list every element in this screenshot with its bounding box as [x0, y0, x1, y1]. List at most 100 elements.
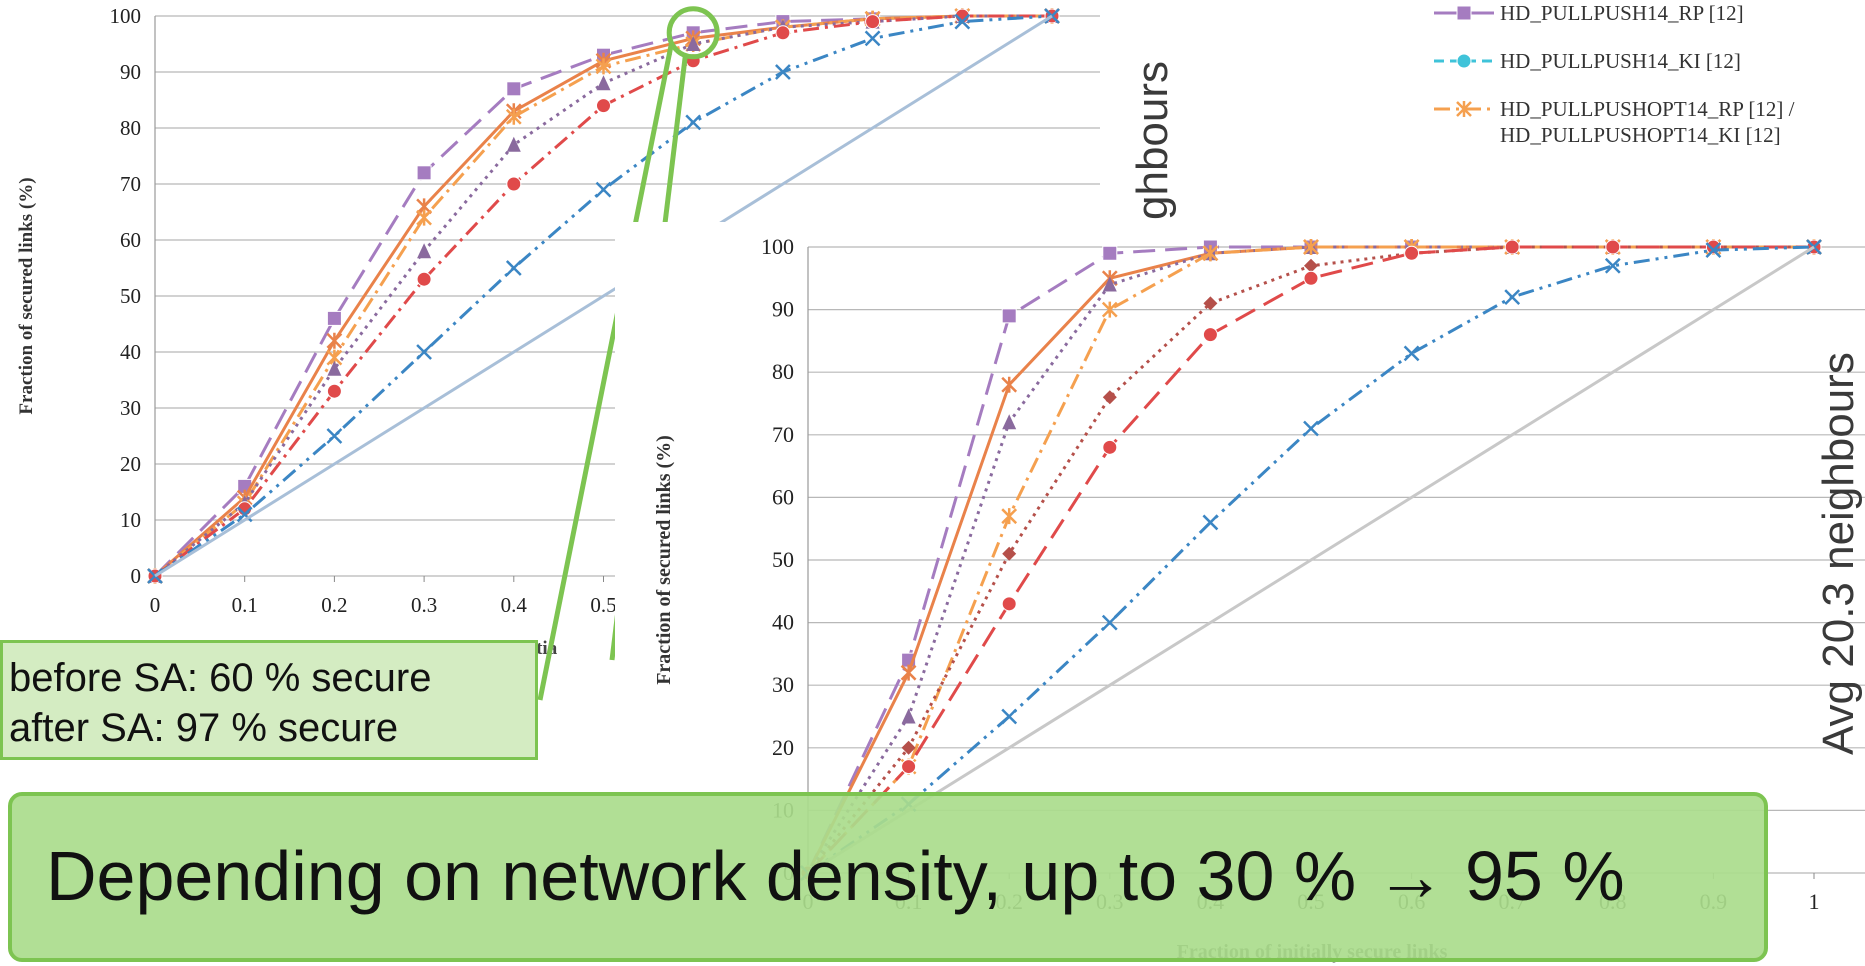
- data-point: [596, 98, 611, 114]
- legend-swatch: [1434, 53, 1494, 69]
- data-point: [901, 740, 916, 755]
- data-point: [1202, 245, 1219, 262]
- legend-label-line: HD_PULLPUSHOPT14_RP [12] /: [1500, 97, 1795, 121]
- data-point: [685, 114, 702, 131]
- data-point: [1304, 258, 1318, 273]
- y-axis-title: Fraction of secured links (%): [653, 435, 675, 685]
- data-point: [416, 271, 432, 287]
- y-tick-label: 70: [772, 422, 794, 447]
- data-point: [1605, 239, 1621, 255]
- series-line: [807, 245, 1815, 875]
- legend-item: HD_PULLPUSH14_RP [12]: [1428, 0, 1744, 26]
- data-point: [1303, 270, 1319, 286]
- y-tick-label: 10: [120, 508, 141, 532]
- y-tick-label: 100: [110, 4, 142, 28]
- y-tick-label: 30: [772, 672, 794, 697]
- data-point: [1002, 546, 1017, 561]
- data-point: [865, 14, 881, 30]
- x-tick-label: 0.2: [321, 593, 347, 617]
- data-point: [1102, 276, 1117, 292]
- legend-swatch: [1434, 5, 1494, 21]
- data-point: [1303, 239, 1319, 255]
- data-point: [1001, 376, 1018, 393]
- connector-line: [537, 44, 674, 701]
- legend-swatch: [1434, 101, 1494, 117]
- x-tick-label: 0: [150, 593, 161, 617]
- callout-before-line: before SA: 60 % secure: [9, 656, 432, 700]
- data-point: [954, 13, 971, 30]
- data-point: [1102, 245, 1118, 261]
- data-point: [686, 36, 701, 51]
- series-line: [806, 245, 1814, 875]
- data-point: [1203, 296, 1218, 311]
- x-tick-label: 1: [1809, 889, 1820, 914]
- side-label-partial: ghbours: [1128, 60, 1177, 220]
- data-point: [1202, 514, 1219, 531]
- legend-label: HD_PULLPUSH14_RP [12]: [1500, 1, 1744, 25]
- data-point: [595, 181, 612, 198]
- legend-marker: [1456, 5, 1472, 21]
- x-tick-label: 0.5: [590, 593, 616, 617]
- y-tick-label: 80: [772, 359, 794, 384]
- data-point: [1102, 390, 1117, 405]
- series-7: [807, 245, 1815, 875]
- data-point: [1001, 508, 1018, 525]
- y-axis-title: Fraction of secured links (%): [16, 177, 37, 414]
- data-point: [1604, 257, 1621, 274]
- data-point: [505, 260, 522, 276]
- data-point: [1504, 239, 1520, 255]
- y-tick-label: 70: [120, 172, 141, 196]
- y-tick-label: 80: [120, 116, 141, 140]
- series-6: [800, 239, 1822, 881]
- x-tick-label: 0.3: [411, 593, 437, 617]
- data-point: [1001, 308, 1017, 324]
- data-point: [1002, 414, 1017, 430]
- data-point: [596, 75, 611, 91]
- y-tick-label: 100: [761, 234, 794, 259]
- y-tick-label: 90: [120, 60, 141, 84]
- y-tick-label: 40: [772, 610, 794, 635]
- series-5: [800, 239, 1822, 881]
- data-point: [505, 108, 522, 125]
- callout-before-after: before SA: 60 % secure after SA: 97 % se…: [0, 640, 538, 760]
- data-point: [1202, 327, 1218, 343]
- callout-main: Depending on network density, up to 30 %…: [8, 792, 1768, 962]
- callout-after-line: after SA: 97 % secure: [9, 706, 399, 750]
- series-line: [154, 14, 1053, 578]
- data-point: [1303, 420, 1319, 437]
- data-point: [326, 428, 343, 444]
- data-point: [1101, 614, 1118, 631]
- series-6: [154, 14, 1053, 578]
- data-point: [326, 332, 343, 349]
- data-point: [417, 243, 432, 259]
- highlight-circle: [666, 6, 720, 60]
- data-point: [1705, 239, 1721, 255]
- data-point: [236, 506, 253, 523]
- data-point: [595, 58, 612, 75]
- y-tick-label: 50: [120, 284, 141, 308]
- data-point: [1101, 301, 1118, 318]
- data-point: [326, 383, 342, 399]
- data-point: [775, 64, 791, 80]
- legend-marker: [1456, 53, 1472, 69]
- data-point: [326, 310, 342, 326]
- data-point: [327, 360, 342, 376]
- x-tick-label: 0.1: [232, 593, 258, 617]
- legend-label: HD_PULLPUSH14_KI [12]: [1500, 49, 1741, 73]
- y-tick-label: 30: [120, 396, 141, 420]
- y-tick-label: 60: [772, 484, 794, 509]
- y-tick-label: 20: [120, 452, 141, 476]
- series-4: [147, 8, 1060, 584]
- data-point: [1404, 245, 1420, 261]
- data-point: [1504, 289, 1521, 305]
- data-point: [1001, 708, 1018, 725]
- x-tick-label: 0.4: [501, 593, 528, 617]
- data-point: [1403, 345, 1420, 362]
- legend-label-line: HD_PULLPUSHOPT14_KI [12]: [1500, 123, 1781, 147]
- y-tick-label: 90: [772, 297, 794, 322]
- data-point: [1102, 439, 1118, 455]
- y-tick-label: 50: [772, 547, 794, 572]
- data-point: [506, 176, 522, 192]
- y-tick-label: 20: [772, 735, 794, 760]
